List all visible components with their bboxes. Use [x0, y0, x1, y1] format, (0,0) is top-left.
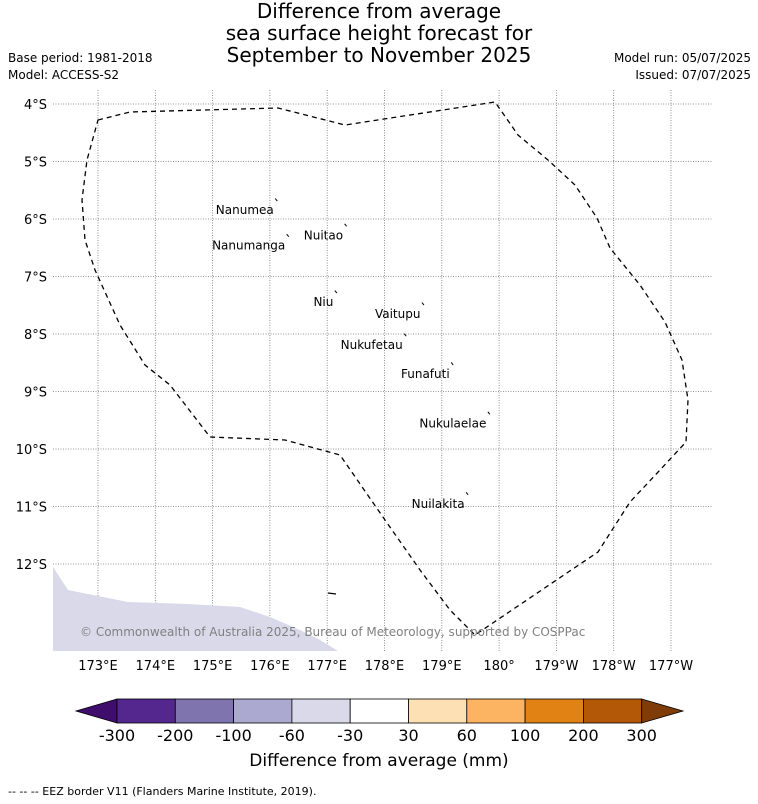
island-label: Nanumea: [216, 203, 274, 217]
colorbar-tick-label: 300: [626, 726, 657, 745]
lon-label: 179°E: [422, 659, 462, 674]
title-line-1: Difference from average: [256, 0, 502, 23]
island-label: Nukulaelae: [419, 416, 486, 430]
axis-labels: 4°S 5°S 6°S 7°S 8°S 9°S 10°S 11°S 12°S 173°E 174°E…: [16, 98, 694, 674]
model-name: Model: ACCESS-S2: [8, 68, 120, 82]
lon-label: 175°E: [193, 659, 233, 674]
island-label: Nanumanga: [212, 239, 285, 253]
lon-label: 178°W: [592, 659, 636, 674]
island-shape: [327, 592, 337, 595]
island-shape: [334, 290, 338, 294]
lon-label: 174°E: [136, 659, 176, 674]
island-shape: [274, 198, 278, 202]
lat-label: 9°S: [24, 386, 47, 401]
title-line-2: sea surface height forecast for: [225, 21, 533, 45]
island-shape: [421, 302, 425, 306]
colorbar-tick-label: -100: [215, 726, 252, 745]
chart-title: Difference from average sea surface heig…: [0, 0, 758, 66]
meta-right: Model run: 05/07/2025 Issued: 07/07/2025: [614, 50, 751, 84]
colorbar-segment: [349, 698, 409, 724]
footer-note: -- -- -- EEZ border V11 (Flanders Marine…: [8, 785, 317, 798]
lat-label: 11°S: [16, 501, 47, 516]
colorbar-tick-label: -200: [157, 726, 194, 745]
lon-label: 173°E: [78, 659, 118, 674]
graticule: [53, 90, 713, 651]
islands-layer: Nanumea Nuitao Nanumanga Niu Vaitupu Nukufeta…: [212, 198, 491, 595]
colorbar-extend-low: [74, 698, 118, 724]
island-label: Vaitupu: [375, 307, 421, 321]
island-label: Funafuti: [401, 367, 450, 381]
colorbar-segment: [174, 698, 235, 724]
lon-label: 176°E: [250, 659, 290, 674]
anomaly-region: [53, 567, 338, 651]
meta-left: Base period: 1981-2018 Model: ACCESS-S2: [8, 50, 153, 84]
colorbar-tick-label: -300: [98, 726, 136, 745]
colorbar-title: Difference from average (mm): [249, 751, 509, 771]
issued-date: Issued: 07/07/2025: [635, 68, 751, 82]
base-period: Base period: 1981-2018: [8, 51, 153, 65]
colorbar-segment: [233, 698, 293, 724]
island-shape: [344, 223, 347, 227]
eez-border: [81, 101, 689, 636]
island-label: Nukufetau: [341, 338, 403, 352]
island-shape: [403, 333, 407, 337]
island-shape: [286, 233, 290, 237]
model-run: Model run: 05/07/2025: [613, 51, 751, 65]
colorbar-segment: [466, 698, 526, 724]
lon-label: 177°W: [649, 659, 693, 674]
colorbar-tick-label: -30: [337, 726, 364, 745]
colorbar-tick-label: 200: [568, 726, 599, 745]
lat-label: 4°S: [24, 98, 47, 113]
island-shape: [450, 362, 454, 366]
copyright-text: © Commonwealth of Australia 2025, Bureau…: [80, 625, 585, 639]
colorbar-tick-label: 100: [509, 726, 541, 745]
colorbar-extend-high: [641, 698, 685, 724]
colorbar-tick-label: 30: [398, 726, 419, 745]
colorbar-tick-label: -60: [278, 726, 305, 745]
title-line-3: September to November 2025: [226, 43, 532, 67]
lon-label: 179°W: [534, 659, 578, 674]
lat-label: 12°S: [16, 558, 47, 573]
lat-label: 10°S: [16, 443, 47, 458]
colorbar-segment: [408, 698, 468, 724]
lat-label: 6°S: [24, 213, 47, 228]
colorbar-segment: [524, 698, 584, 724]
lon-label: 177°E: [307, 659, 347, 674]
colorbar-segment: [583, 698, 643, 724]
colorbar: [74, 698, 685, 724]
island-shape: [465, 492, 469, 496]
island-shape: [487, 411, 491, 415]
island-label: Niu: [313, 295, 333, 309]
lon-label: 180°: [483, 659, 514, 674]
lat-label: 7°S: [24, 271, 47, 286]
island-label: Nuilakita: [412, 497, 465, 511]
colorbar-segment: [291, 698, 351, 724]
lon-label: 178°E: [365, 659, 405, 674]
lat-label: 8°S: [24, 328, 47, 343]
island-label: Nuitao: [304, 228, 343, 242]
colorbar-segment: [116, 698, 176, 724]
lat-label: 5°S: [24, 156, 47, 171]
colorbar-tick-label: 60: [456, 726, 477, 745]
